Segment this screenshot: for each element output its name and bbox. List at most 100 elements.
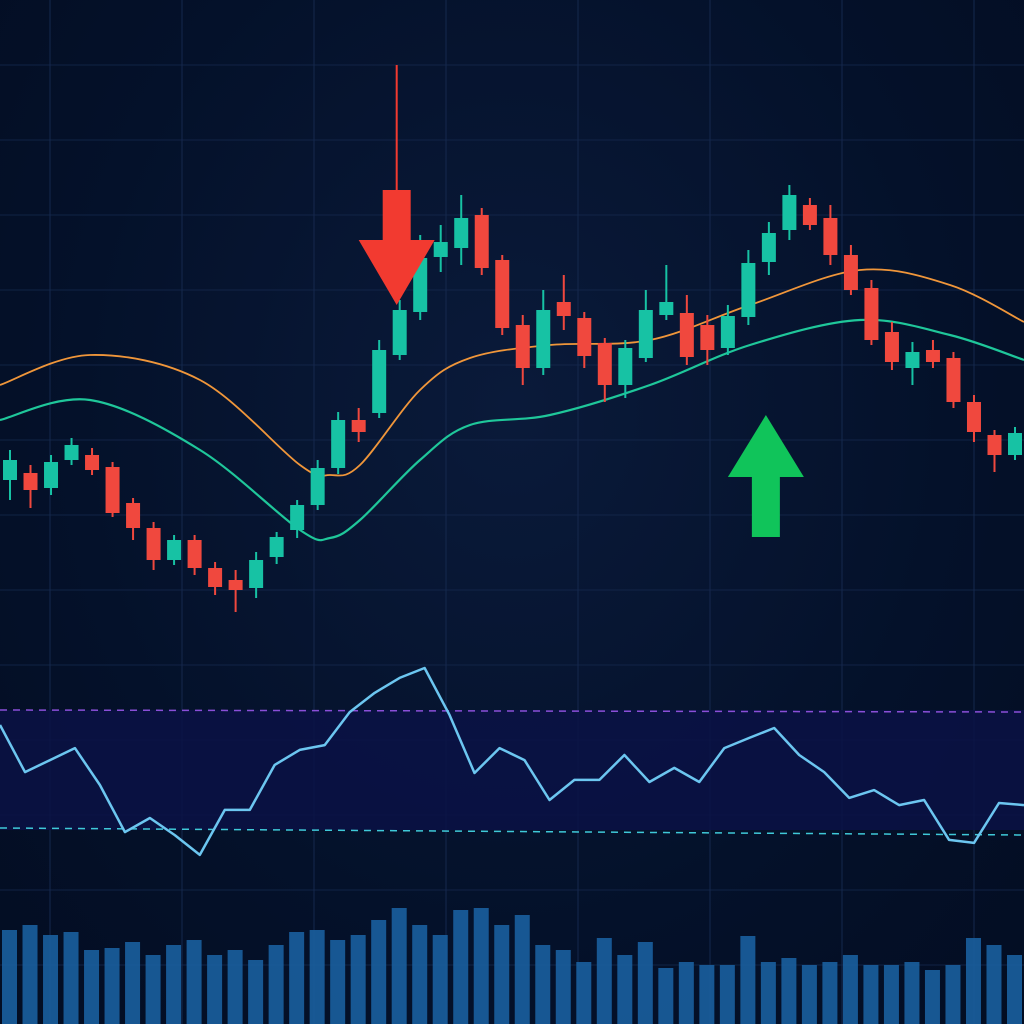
volume-bar bbox=[289, 932, 305, 1024]
candle-down bbox=[700, 315, 715, 365]
sell-arrow-icon bbox=[358, 190, 435, 305]
candle-body bbox=[228, 580, 243, 590]
candle-down bbox=[351, 408, 366, 442]
candle-body bbox=[1008, 433, 1022, 455]
candle-down bbox=[679, 295, 694, 365]
candle-body bbox=[884, 332, 899, 362]
candle-up bbox=[454, 195, 469, 265]
candle-body bbox=[3, 460, 17, 480]
volume-bar bbox=[576, 962, 592, 1024]
volume-bar bbox=[924, 970, 940, 1024]
candle-down bbox=[987, 430, 1002, 472]
volume-bar bbox=[330, 940, 346, 1024]
candle-up bbox=[392, 300, 407, 360]
candle-body bbox=[659, 302, 674, 315]
candle-body bbox=[638, 310, 653, 358]
candle-body bbox=[372, 350, 387, 413]
candle-body bbox=[146, 528, 161, 560]
candle-body bbox=[351, 420, 366, 432]
candle-down bbox=[515, 315, 530, 385]
volume-bar bbox=[22, 925, 38, 1024]
volume-bar bbox=[637, 942, 653, 1024]
candle-body bbox=[987, 435, 1002, 455]
candle-body bbox=[167, 540, 182, 560]
candle-body bbox=[454, 218, 469, 248]
volume-bar bbox=[678, 962, 694, 1024]
candle-up bbox=[44, 455, 59, 495]
volume-bar bbox=[248, 960, 264, 1024]
volume-bar bbox=[965, 938, 981, 1024]
volume-bar bbox=[535, 945, 551, 1024]
candle-body bbox=[126, 503, 141, 528]
candle-up bbox=[1008, 427, 1022, 460]
volume-bar bbox=[740, 936, 756, 1024]
candle-down bbox=[577, 312, 592, 368]
candle-down bbox=[474, 208, 489, 275]
candle-body bbox=[597, 343, 612, 385]
rsi-band bbox=[0, 710, 1024, 830]
candle-down bbox=[23, 465, 38, 508]
volume-bar bbox=[125, 942, 141, 1024]
volume-bar bbox=[986, 945, 1002, 1024]
candle-body bbox=[331, 420, 346, 468]
volume-bar bbox=[617, 955, 633, 1024]
rsi-panel bbox=[0, 666, 1024, 857]
volume-bar bbox=[863, 965, 879, 1024]
candle-up bbox=[290, 500, 305, 538]
candle-down bbox=[187, 535, 202, 575]
candle-up bbox=[310, 460, 325, 510]
volume-bar bbox=[473, 908, 489, 1024]
signal-arrows bbox=[358, 65, 804, 537]
candle-body bbox=[515, 325, 530, 368]
volume-bar bbox=[268, 945, 284, 1024]
candle-down bbox=[884, 322, 899, 370]
volume-bar bbox=[391, 908, 407, 1024]
candle-down bbox=[126, 498, 141, 540]
candle-down bbox=[556, 275, 571, 330]
volume-bar bbox=[453, 910, 469, 1024]
candle-body bbox=[843, 255, 858, 290]
candle-body bbox=[187, 540, 202, 568]
volume-bar bbox=[207, 955, 223, 1024]
volume-bar bbox=[350, 935, 366, 1024]
candle-down bbox=[495, 255, 510, 335]
candle-up bbox=[433, 225, 448, 272]
volume-bar bbox=[186, 940, 202, 1024]
candle-down bbox=[105, 462, 120, 517]
candle-body bbox=[310, 468, 325, 505]
volume-bar bbox=[145, 955, 161, 1024]
rsi-line bbox=[0, 666, 1024, 857]
candle-up bbox=[618, 340, 633, 398]
volume-bar bbox=[1007, 955, 1022, 1024]
candle-up bbox=[331, 412, 346, 474]
candlesticks bbox=[3, 185, 1022, 612]
candle-body bbox=[392, 310, 407, 355]
overbought-line bbox=[0, 709, 1024, 713]
candle-up bbox=[3, 450, 17, 500]
candle-body bbox=[966, 402, 981, 432]
candle-body bbox=[864, 288, 879, 340]
candle-body bbox=[782, 195, 797, 230]
candle-down bbox=[925, 340, 940, 368]
volume-bar bbox=[699, 965, 715, 1024]
candle-up bbox=[167, 535, 182, 565]
candle-body bbox=[905, 352, 920, 368]
candle-body bbox=[720, 316, 735, 348]
volume-bar bbox=[166, 945, 182, 1024]
volume-bar bbox=[945, 965, 961, 1024]
candle-body bbox=[413, 258, 428, 312]
candle-down bbox=[85, 448, 100, 475]
candle-body bbox=[556, 302, 571, 316]
candle-down bbox=[597, 338, 612, 402]
volume-bar bbox=[842, 955, 858, 1024]
candle-up bbox=[638, 290, 653, 362]
candle-up bbox=[782, 185, 797, 240]
candle-body bbox=[64, 445, 79, 460]
volume-bar bbox=[801, 965, 817, 1024]
candle-down bbox=[228, 570, 243, 612]
volume-bar bbox=[760, 962, 776, 1024]
candle-down bbox=[843, 245, 858, 295]
candle-down bbox=[966, 395, 981, 442]
